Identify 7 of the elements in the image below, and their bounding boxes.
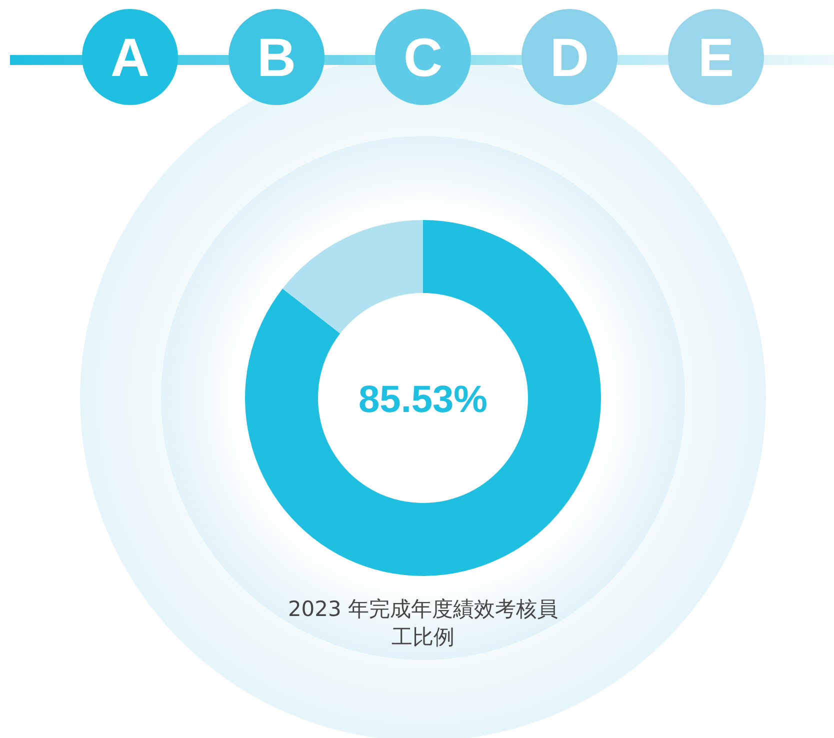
text: A — [110, 28, 150, 88]
text: E — [698, 28, 734, 88]
text: B — [257, 28, 296, 88]
text: 2023 年完成年度績效考核員工比例 — [288, 597, 558, 649]
text: C — [404, 28, 442, 88]
data-label: 85.53% — [358, 379, 488, 421]
text: D — [550, 28, 589, 88]
